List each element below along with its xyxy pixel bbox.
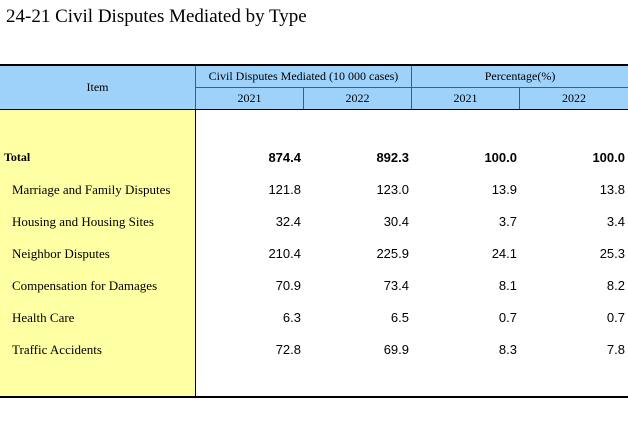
row-label-health-care: Health Care xyxy=(12,310,75,325)
cell-health-pct-2021: 0.7 xyxy=(498,310,517,325)
header-year-label: 2021 xyxy=(453,91,478,105)
cell-traffic-pct-2022: 7.8 xyxy=(606,342,625,357)
cell-total-disputes-2021: 874.4 xyxy=(268,150,301,165)
cell-housing-disputes-2021: 32.4 xyxy=(275,214,301,229)
cell-marriage-pct-2022: 13.8 xyxy=(599,182,625,197)
header-item-label: Item xyxy=(86,80,109,94)
item-column-background xyxy=(0,110,195,396)
cell-traffic-disputes-2021: 72.8 xyxy=(275,342,301,357)
header-year-label: 2021 xyxy=(237,91,262,105)
row-label-total: Total xyxy=(4,150,31,164)
cell-compensation-disputes-2022: 73.4 xyxy=(383,278,409,293)
cell-traffic-disputes-2022: 69.9 xyxy=(383,342,409,357)
header-year-percentage-2021: 2021 xyxy=(412,88,520,109)
cell-neighbor-disputes-2022: 225.9 xyxy=(376,246,409,261)
header-group-percentage-label: Percentage(%) xyxy=(484,69,556,83)
cell-total-pct-2022: 100.0 xyxy=(592,150,625,165)
cell-housing-disputes-2022: 30.4 xyxy=(383,214,409,229)
header-item: Item xyxy=(0,66,196,109)
cell-health-pct-2022: 0.7 xyxy=(606,310,625,325)
cell-marriage-pct-2021: 13.9 xyxy=(491,182,517,197)
header-year-disputes-2021: 2021 xyxy=(196,88,304,109)
row-label-compensation: Compensation for Damages xyxy=(12,278,158,293)
cell-marriage-disputes-2022: 123.0 xyxy=(376,182,409,197)
cell-traffic-pct-2021: 8.3 xyxy=(498,342,517,357)
row-label-traffic: Traffic Accidents xyxy=(12,342,102,357)
header-group-percentage: Percentage(%) xyxy=(412,66,628,88)
cell-compensation-pct-2022: 8.2 xyxy=(606,278,625,293)
header-year-percentage-2022: 2022 xyxy=(520,88,628,109)
header-group-disputes-label: Civil Disputes Mediated (10 000 cases) xyxy=(208,69,399,83)
header-group-disputes: Civil Disputes Mediated (10 000 cases) xyxy=(196,66,412,88)
header-year-label: 2022 xyxy=(345,91,370,105)
cell-health-disputes-2022: 6.5 xyxy=(390,310,409,325)
item-column-divider xyxy=(195,110,196,396)
cell-housing-pct-2022: 3.4 xyxy=(606,214,625,229)
table-bottom-border xyxy=(0,396,628,398)
cell-housing-pct-2021: 3.7 xyxy=(498,214,517,229)
table-top-border xyxy=(0,64,628,66)
row-label-marriage-family: Marriage and Family Disputes xyxy=(12,182,171,197)
cell-neighbor-pct-2021: 24.1 xyxy=(491,246,517,261)
cell-marriage-disputes-2021: 121.8 xyxy=(268,182,301,197)
cell-neighbor-disputes-2021: 210.4 xyxy=(268,246,301,261)
cell-neighbor-pct-2022: 25.3 xyxy=(599,246,625,261)
row-label-neighbor: Neighbor Disputes xyxy=(12,246,110,261)
header-year-disputes-2022: 2022 xyxy=(304,88,412,109)
cell-health-disputes-2021: 6.3 xyxy=(282,310,301,325)
cell-compensation-disputes-2021: 70.9 xyxy=(275,278,301,293)
cell-total-disputes-2022: 892.3 xyxy=(376,150,409,165)
cell-compensation-pct-2021: 8.1 xyxy=(498,278,517,293)
cell-total-pct-2021: 100.0 xyxy=(484,150,517,165)
header-bottom-border xyxy=(0,109,628,110)
header-year-label: 2022 xyxy=(562,91,586,105)
page-title: 24-21 Civil Disputes Mediated by Type xyxy=(6,6,307,27)
row-label-housing: Housing and Housing Sites xyxy=(12,214,154,229)
